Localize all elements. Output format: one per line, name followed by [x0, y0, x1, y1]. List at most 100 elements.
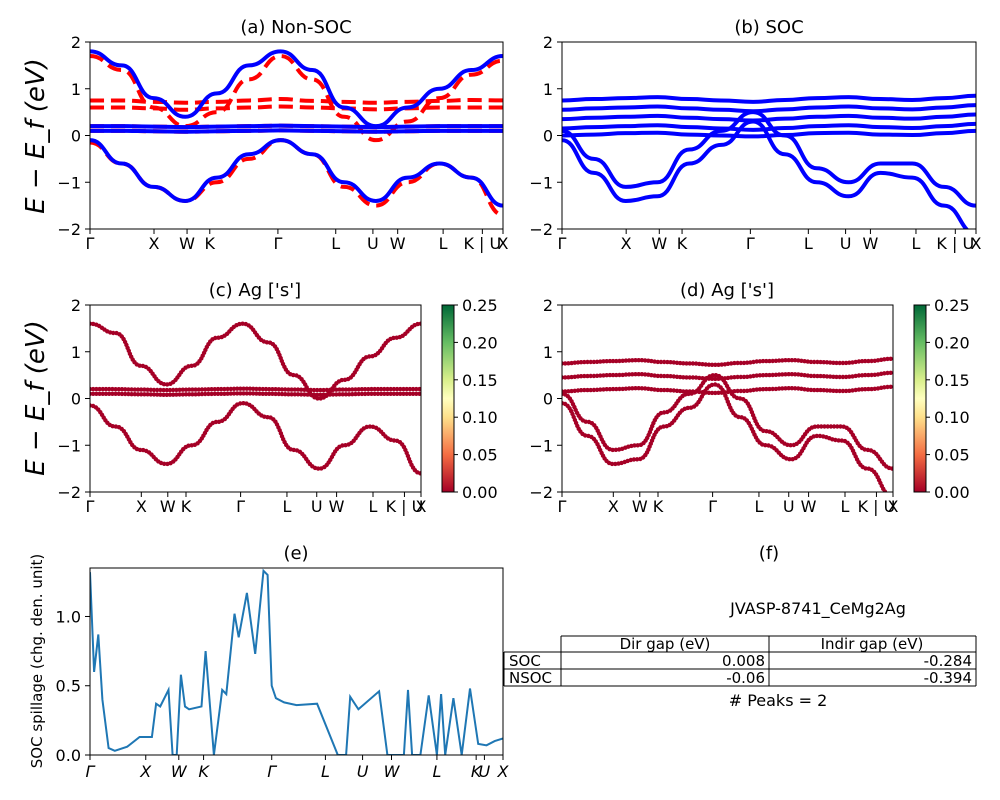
projection-dot — [888, 370, 893, 375]
xtick-label: Γ — [86, 762, 96, 781]
projection-dot — [186, 443, 191, 448]
projection-dot — [817, 433, 823, 439]
projection-dot — [821, 374, 826, 379]
projection-dot — [291, 372, 296, 378]
projection-dot — [786, 358, 791, 363]
projection-dot — [802, 359, 807, 364]
projection-dot — [687, 375, 692, 380]
projection-dot — [369, 391, 374, 396]
projection-dot — [869, 358, 874, 364]
projection-dot — [129, 387, 134, 392]
projection-dot — [367, 354, 372, 359]
projection-dot — [703, 362, 708, 367]
xtick-label: L — [321, 762, 330, 781]
projection-dot — [116, 387, 122, 392]
projection-dot — [821, 360, 826, 365]
projection-dot — [776, 386, 782, 391]
projection-dot — [808, 359, 814, 365]
ytick-label: 1.0 — [56, 607, 81, 626]
projection-dot — [407, 386, 413, 392]
projection-dot — [219, 391, 224, 396]
projection-dot — [292, 387, 297, 392]
projection-dot — [776, 358, 782, 363]
projection-dot — [196, 387, 201, 392]
projection-dot — [607, 372, 613, 378]
projection-dot — [609, 461, 615, 467]
projection-dot — [273, 387, 278, 392]
projection-dot — [372, 386, 377, 392]
projection-dot — [289, 387, 294, 392]
projection-dot — [407, 391, 413, 396]
projection-dot — [369, 386, 374, 392]
projection-dot — [251, 391, 256, 396]
projection-dot — [417, 391, 421, 396]
projection-dot — [623, 372, 629, 377]
xtick-label: X — [497, 762, 510, 781]
projection-dot — [872, 386, 877, 391]
xtick-label: Γ — [267, 762, 277, 781]
projection-dot — [639, 372, 645, 377]
projection-dot — [729, 361, 734, 366]
projection-dot — [888, 384, 893, 389]
projection-dot — [315, 387, 320, 393]
projection-dot — [770, 372, 775, 378]
projection-dot — [334, 387, 339, 392]
projection-dot — [237, 321, 242, 327]
projection-dot — [126, 387, 131, 392]
projection-dot — [206, 391, 211, 397]
panel-e-title: (e) — [283, 543, 308, 564]
projection-dot — [662, 373, 667, 379]
projection-dot — [741, 360, 747, 366]
projection-dot — [364, 424, 369, 430]
xtick-label: W — [171, 762, 188, 781]
projection-dot — [773, 386, 779, 392]
projection-dot — [135, 392, 141, 397]
projection-dot — [238, 391, 243, 396]
xtick-label: K — [677, 234, 688, 253]
projection-dot — [375, 391, 381, 396]
xtick-label: X — [888, 497, 899, 516]
projection-dot — [91, 391, 96, 396]
projection-dot — [850, 388, 855, 393]
colorbar-tick-label: 0.10 — [934, 408, 970, 427]
projection-dot — [295, 392, 301, 397]
projection-dot — [642, 358, 648, 363]
projection-dot — [835, 424, 840, 429]
projection-dot — [668, 360, 673, 365]
projection-dot — [764, 358, 769, 364]
ytick-label: 2 — [71, 296, 81, 315]
projection-dot — [196, 392, 201, 397]
projection-dot — [394, 386, 400, 392]
xtick-label: X — [136, 497, 147, 516]
ytick-label: 0 — [543, 127, 553, 146]
projection-dot — [585, 359, 590, 365]
projection-dot — [578, 360, 584, 365]
projection-dot — [834, 360, 839, 366]
projection-dot — [738, 388, 743, 394]
projection-dot — [831, 374, 836, 379]
projection-dot — [139, 392, 144, 397]
xtick-label: W — [632, 497, 648, 516]
colorbar-tick-label: 0.20 — [462, 333, 498, 352]
table-footnote: # Peaks = 2 — [729, 691, 828, 710]
projection-dot — [299, 387, 304, 392]
xtick-label: X — [416, 497, 427, 516]
ytick-label: −2 — [529, 483, 553, 502]
projection-dot — [681, 375, 686, 380]
projection-dot — [780, 386, 785, 391]
projection-dot — [805, 387, 810, 392]
projection-dot — [126, 391, 131, 397]
projection-dot — [225, 391, 230, 396]
projection-dot — [818, 387, 823, 393]
projection-dot — [856, 373, 862, 378]
projection-dot — [856, 359, 862, 364]
projection-dot — [385, 386, 390, 392]
projection-dot — [623, 358, 629, 363]
xtick-label: L — [432, 762, 441, 781]
projection-dot — [103, 386, 109, 392]
projection-dot — [145, 392, 150, 397]
projection-dot — [203, 387, 208, 392]
projection-dot — [674, 360, 680, 365]
projection-dot — [119, 391, 125, 397]
xtick-label: L — [754, 497, 763, 516]
